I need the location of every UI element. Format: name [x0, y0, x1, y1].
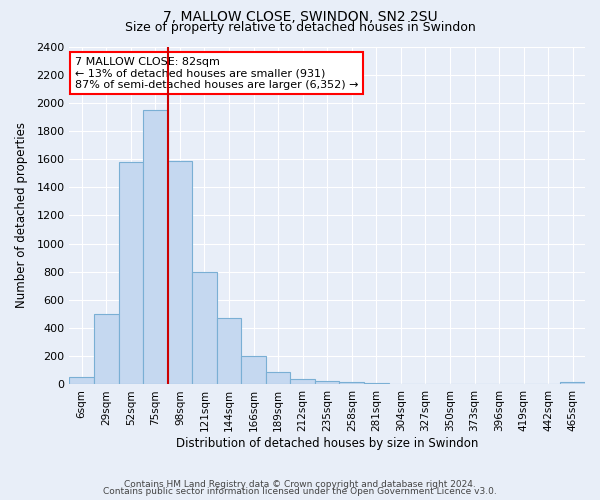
Bar	[217, 318, 241, 384]
Bar	[192, 272, 217, 384]
Bar	[266, 372, 290, 384]
Text: Size of property relative to detached houses in Swindon: Size of property relative to detached ho…	[125, 21, 475, 34]
Text: Contains HM Land Registry data © Crown copyright and database right 2024.: Contains HM Land Registry data © Crown c…	[124, 480, 476, 489]
Bar	[241, 356, 266, 384]
Bar	[315, 380, 340, 384]
Bar	[70, 376, 94, 384]
X-axis label: Distribution of detached houses by size in Swindon: Distribution of detached houses by size …	[176, 437, 478, 450]
Bar	[119, 162, 143, 384]
Bar	[143, 110, 167, 384]
Y-axis label: Number of detached properties: Number of detached properties	[15, 122, 28, 308]
Text: Contains public sector information licensed under the Open Government Licence v3: Contains public sector information licen…	[103, 487, 497, 496]
Text: 7, MALLOW CLOSE, SWINDON, SN2 2SU: 7, MALLOW CLOSE, SWINDON, SN2 2SU	[163, 10, 437, 24]
Bar	[340, 382, 364, 384]
Bar	[94, 314, 119, 384]
Bar	[167, 160, 192, 384]
Bar	[290, 379, 315, 384]
Text: 7 MALLOW CLOSE: 82sqm
← 13% of detached houses are smaller (931)
87% of semi-det: 7 MALLOW CLOSE: 82sqm ← 13% of detached …	[74, 56, 358, 90]
Bar	[560, 382, 585, 384]
